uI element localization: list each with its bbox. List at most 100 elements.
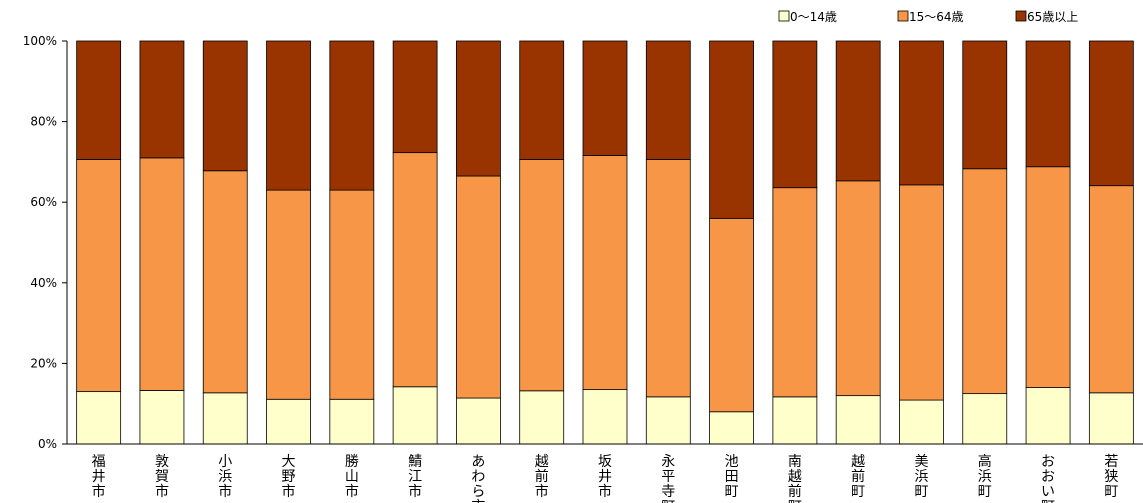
bar-segment bbox=[77, 41, 121, 159]
bar-segment bbox=[1089, 393, 1133, 444]
x-category-label: 越前市 bbox=[535, 454, 549, 500]
bar-segment bbox=[836, 181, 880, 396]
x-category-label: 若狭町 bbox=[1104, 454, 1118, 500]
x-category-label: 大野市 bbox=[282, 454, 296, 500]
bar-segment bbox=[520, 41, 564, 159]
bar-group bbox=[1026, 41, 1070, 444]
bar-group bbox=[77, 41, 121, 444]
x-category-label: あわら市 bbox=[471, 454, 485, 503]
x-category-label: 勝山市 bbox=[345, 454, 359, 500]
bar-segment bbox=[267, 190, 311, 399]
y-tick-label: 40% bbox=[30, 276, 57, 290]
bar-group bbox=[646, 41, 690, 444]
bar-segment bbox=[963, 394, 1007, 444]
bar-segment bbox=[203, 171, 247, 393]
bar-segment bbox=[330, 399, 374, 444]
bar-segment bbox=[646, 397, 690, 444]
x-category-label: 南越前町 bbox=[788, 454, 802, 503]
bar-segment bbox=[1026, 167, 1070, 388]
x-category-label: 越前町 bbox=[851, 454, 865, 500]
x-category-label: 鯖江市 bbox=[408, 454, 422, 500]
bar-segment bbox=[330, 41, 374, 190]
x-category-label: 池田町 bbox=[725, 454, 739, 500]
bar-segment bbox=[773, 397, 817, 444]
bar-group bbox=[456, 41, 500, 444]
y-tick-label: 20% bbox=[30, 356, 57, 370]
bar-segment bbox=[140, 158, 184, 391]
bar-segment bbox=[393, 41, 437, 153]
bar-segment bbox=[393, 387, 437, 444]
bar-segment bbox=[963, 169, 1007, 394]
bar-segment bbox=[203, 41, 247, 171]
bar-segment bbox=[836, 41, 880, 181]
bar-segment bbox=[520, 391, 564, 444]
x-axis: 福井市 敦賀市 小浜市 大野市 勝山市 鯖江市 あわら市 越前市 坂井市 永平寺町 池田町 南越前町 越… bbox=[67, 444, 1143, 503]
bar-segment bbox=[140, 41, 184, 158]
bar-segment bbox=[1089, 41, 1133, 186]
bar-group bbox=[1089, 41, 1133, 444]
bar-segment bbox=[773, 188, 817, 397]
bar-segment bbox=[456, 398, 500, 444]
bar-segment bbox=[456, 41, 500, 176]
bar-group bbox=[710, 41, 754, 444]
x-category-label: 敦賀市 bbox=[155, 454, 169, 500]
bar-segment bbox=[267, 399, 311, 444]
bar-group bbox=[330, 41, 374, 444]
bar-segment bbox=[1026, 41, 1070, 167]
bar-group bbox=[773, 41, 817, 444]
bar-segment bbox=[203, 393, 247, 444]
legend-label: 65歳以上 bbox=[1027, 10, 1078, 24]
y-tick-label: 60% bbox=[30, 195, 57, 209]
bar-segment bbox=[456, 176, 500, 398]
bar-segment bbox=[963, 41, 1007, 169]
bar-group bbox=[963, 41, 1007, 444]
bar-segment bbox=[393, 153, 437, 387]
bar-group bbox=[520, 41, 564, 444]
bar-segment bbox=[646, 41, 690, 159]
bar-segment bbox=[710, 218, 754, 411]
x-category-label: おおい町 bbox=[1041, 454, 1055, 503]
legend-label: 0～14歳 bbox=[790, 10, 837, 24]
legend-label: 15～64歳 bbox=[909, 10, 964, 24]
bar-segment bbox=[583, 155, 627, 389]
legend-swatch bbox=[1016, 11, 1026, 21]
bar-group bbox=[393, 41, 437, 444]
bar-group bbox=[140, 41, 184, 444]
bar-group bbox=[267, 41, 311, 444]
bar-segment bbox=[899, 41, 943, 185]
bar-segment bbox=[710, 41, 754, 218]
bar-segment bbox=[710, 412, 754, 444]
bar-segment bbox=[1089, 186, 1133, 393]
y-tick-label: 100% bbox=[23, 34, 57, 48]
bar-segment bbox=[267, 41, 311, 190]
y-tick-label: 80% bbox=[30, 115, 57, 129]
bar-segment bbox=[330, 190, 374, 399]
bar-segment bbox=[899, 185, 943, 400]
bar-segment bbox=[583, 41, 627, 155]
legend-swatch bbox=[779, 11, 789, 21]
x-category-label: 高浜町 bbox=[978, 453, 992, 500]
bar-segment bbox=[520, 159, 564, 390]
bar-group bbox=[203, 41, 247, 444]
bar-segment bbox=[1026, 388, 1070, 444]
legend-swatch bbox=[898, 11, 908, 21]
bar-group bbox=[583, 41, 627, 444]
bar-segment bbox=[836, 396, 880, 444]
bar-segment bbox=[899, 400, 943, 444]
x-category-label: 美浜町 bbox=[914, 454, 928, 500]
x-category-label: 永平寺町 bbox=[661, 454, 675, 503]
bar-segment bbox=[773, 41, 817, 188]
bars bbox=[77, 41, 1134, 444]
bar-group bbox=[899, 41, 943, 444]
x-category-label: 小浜市 bbox=[218, 454, 232, 500]
y-axis: 0% 20% 40% 60% 80% 100% bbox=[23, 34, 67, 451]
x-category-label: 坂井市 bbox=[598, 454, 612, 500]
y-tick-label: 0% bbox=[38, 437, 57, 451]
bar-segment bbox=[140, 390, 184, 444]
legend: 0～14歳 15～64歳 65歳以上 bbox=[779, 10, 1078, 24]
bar-segment bbox=[77, 392, 121, 444]
bar-segment bbox=[646, 159, 690, 396]
bar-segment bbox=[77, 159, 121, 391]
x-category-label: 福井市 bbox=[92, 454, 106, 500]
